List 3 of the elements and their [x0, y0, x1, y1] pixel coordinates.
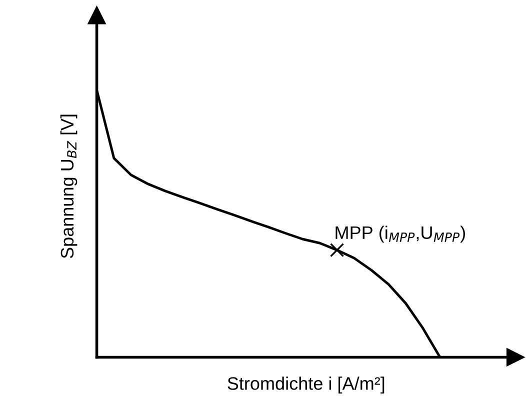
annotation: MPP (i$_{MPP}$,U$_{MPP}$) — [336, 226, 465, 243]
x-axis-title: Stromdichte i [A/m²] — [228, 376, 384, 394]
y-axis-title: Spannung U$_{BZ}$ [V] — [60, 114, 78, 258]
